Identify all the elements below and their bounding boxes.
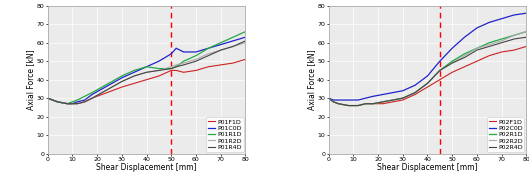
Y-axis label: Axial Force [kN]: Axial Force [kN] [26, 49, 35, 110]
Legend: P01F1D, P01C0D, P01R1D, P01R2D, P01R4D: P01F1D, P01C0D, P01R1D, P01R2D, P01R4D [206, 117, 243, 152]
X-axis label: Shear Displacement [mm]: Shear Displacement [mm] [377, 163, 478, 172]
Legend: P02F1D, P02C0D, P02R1D, P02R2D, P02R4D: P02F1D, P02C0D, P02R1D, P02R2D, P02R4D [487, 117, 524, 152]
X-axis label: Shear Displacement [mm]: Shear Displacement [mm] [96, 163, 197, 172]
Y-axis label: Axial Force [kN]: Axial Force [kN] [307, 49, 316, 110]
